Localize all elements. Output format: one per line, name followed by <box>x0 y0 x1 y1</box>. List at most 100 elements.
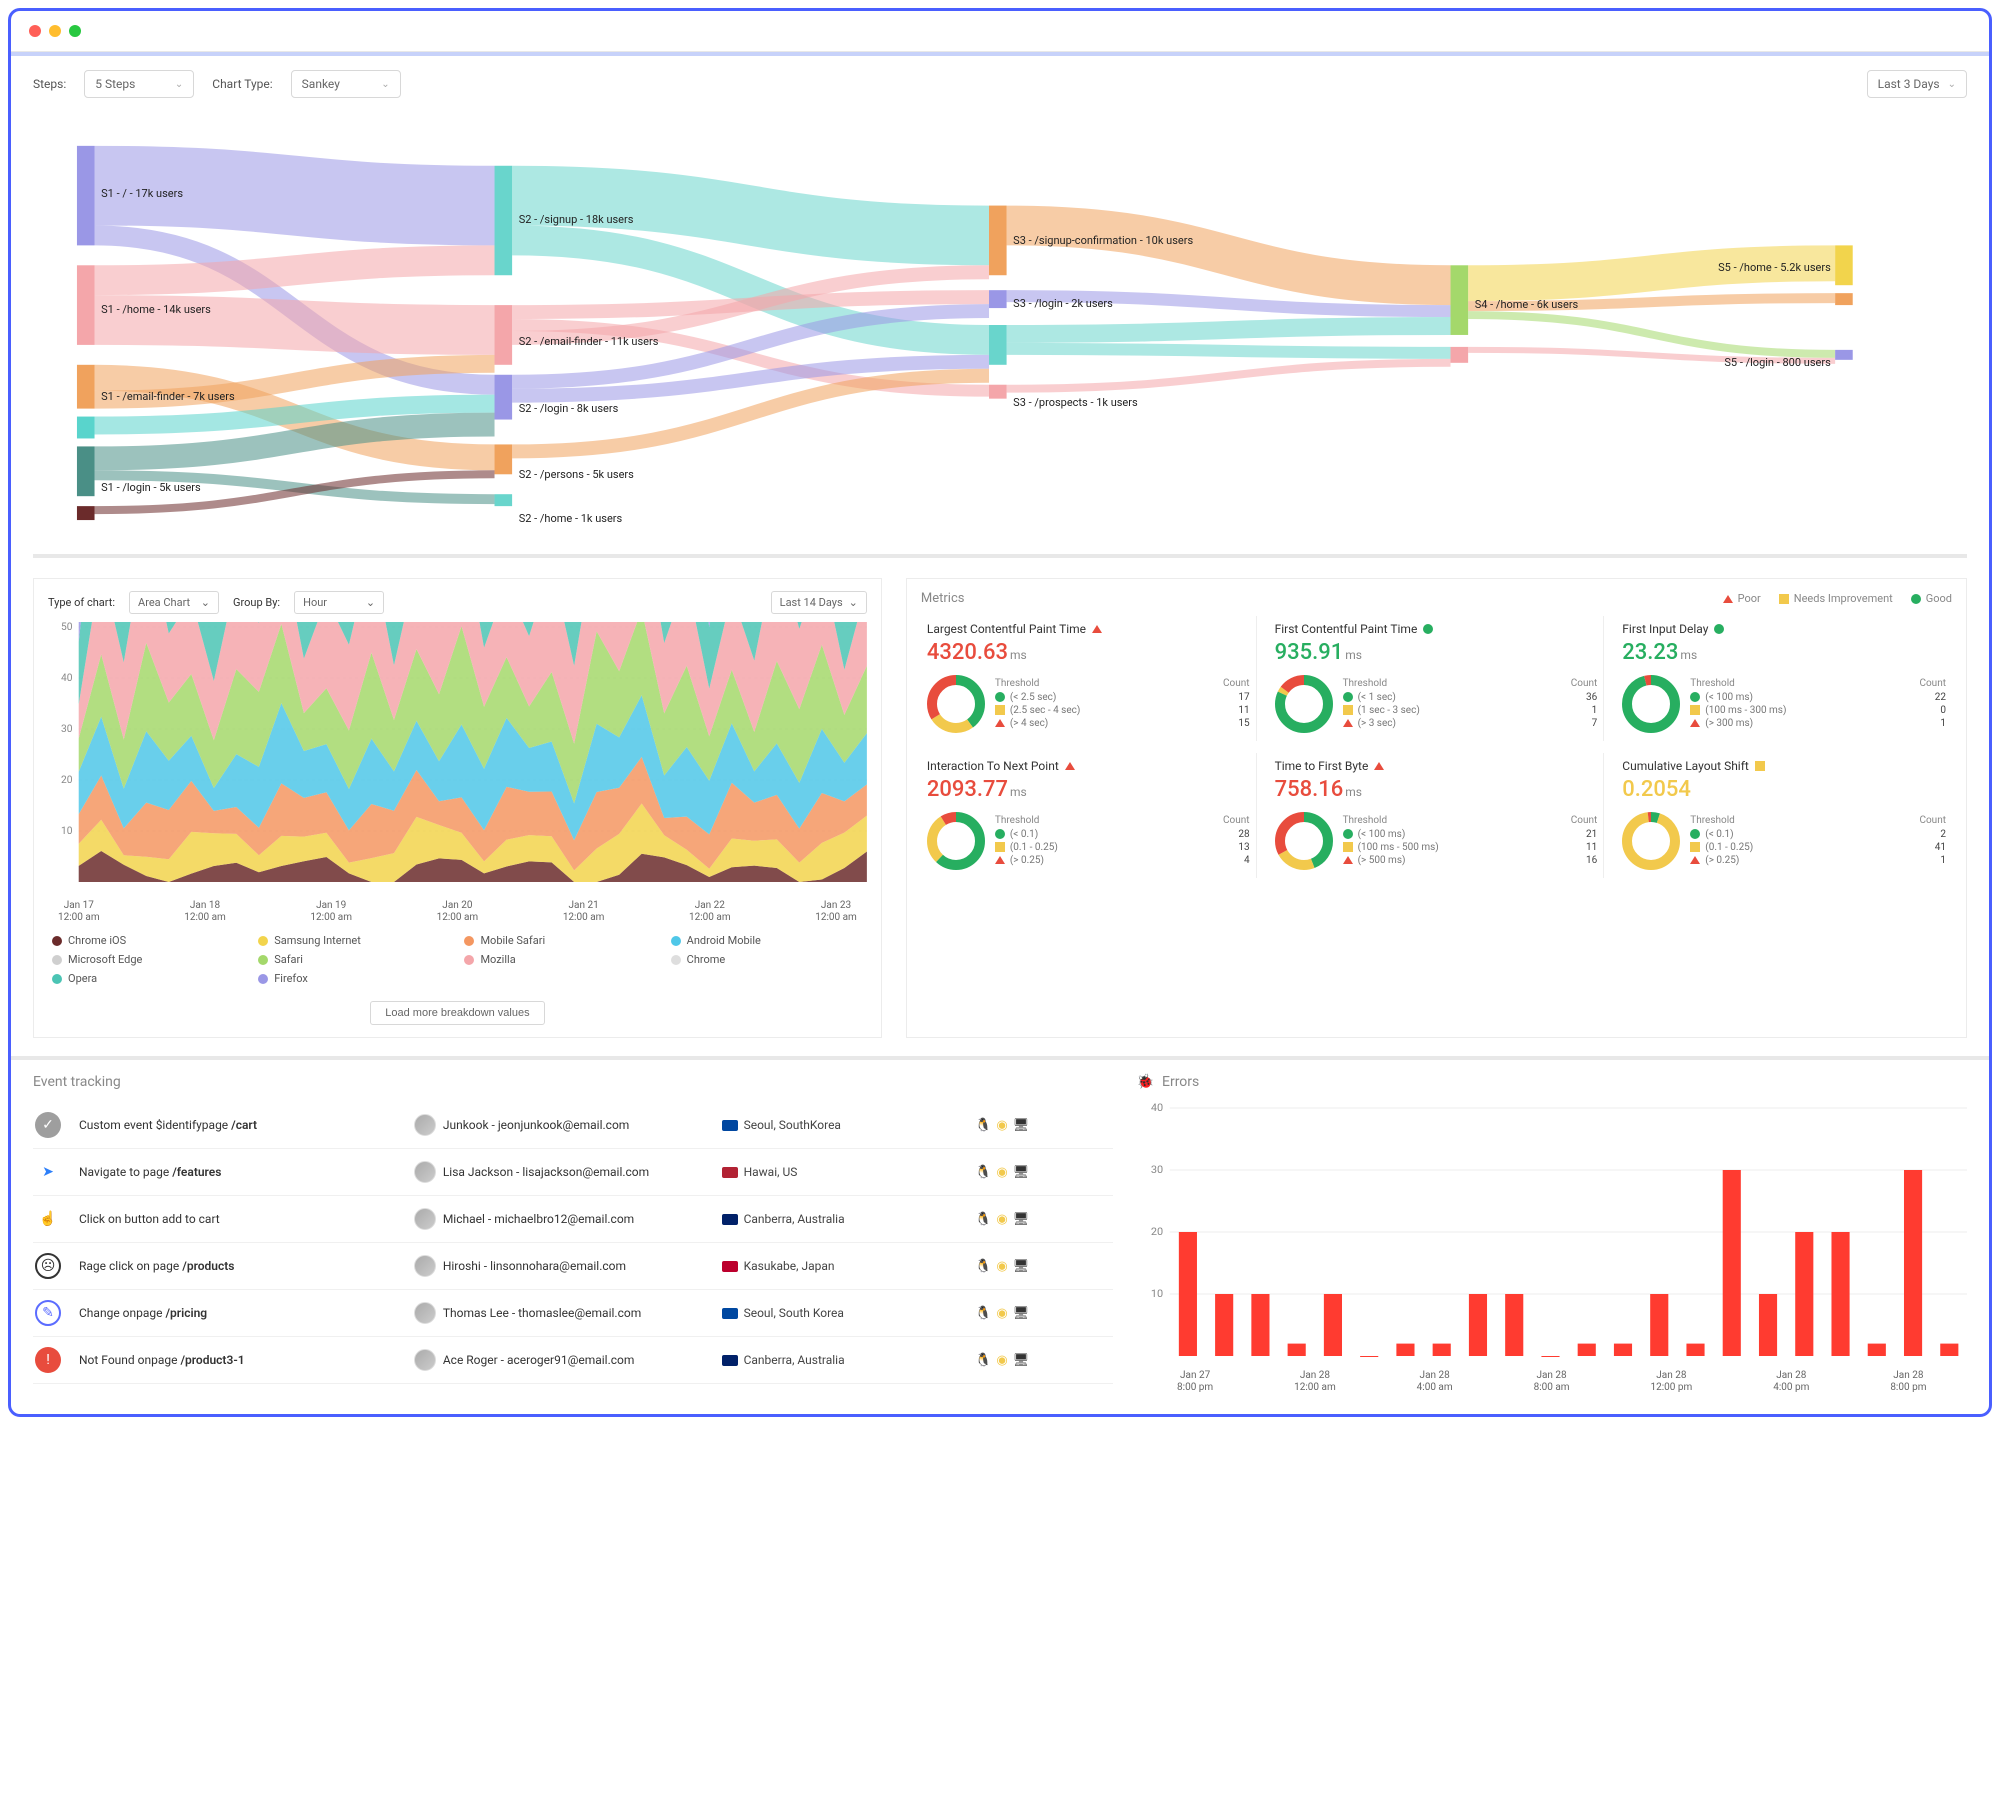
svg-text:50: 50 <box>61 622 73 633</box>
legend-item[interactable]: Chrome iOS <box>52 934 244 947</box>
sankey-node-label: S2 - /login - 8k users <box>519 402 619 415</box>
event-text: Not Found onpage /product3-1 <box>79 1353 404 1367</box>
daterange-select[interactable]: Last 3 Days ⌄ <box>1867 70 1967 98</box>
linux-icon: 🐧 <box>975 1259 991 1274</box>
metric-card: First Input Delay 23.23ms ThresholdCount… <box>1616 616 1952 741</box>
legend-swatch <box>258 955 268 965</box>
metric-card: Cumulative Layout Shift 0.2054 Threshold… <box>1616 753 1952 878</box>
desktop-icon: 🖥 <box>1013 1212 1030 1227</box>
legend-item[interactable]: Samsung Internet <box>258 934 450 947</box>
event-platform-icons: 🐧◉🖥 <box>975 1212 1110 1227</box>
event-user: Junkook - jeonjunkook@email.com <box>414 1114 712 1136</box>
event-row[interactable]: ✓ Custom event $identifypage /cart Junko… <box>33 1102 1113 1149</box>
event-icon: ☝ <box>35 1206 61 1232</box>
legend-swatch <box>52 955 62 965</box>
event-text: Click on button add to cart <box>79 1212 404 1226</box>
event-location: Canberra, Australia <box>722 1212 966 1226</box>
legend-item[interactable]: Mobile Safari <box>464 934 656 947</box>
event-location: Hawai, US <box>722 1165 966 1179</box>
chrome-icon: ◉ <box>996 1165 1007 1180</box>
event-row[interactable]: ☹ Rage click on page /products Hiroshi -… <box>33 1243 1113 1290</box>
event-location: Canberra, Australia <box>722 1353 966 1367</box>
svg-text:40: 40 <box>1150 1102 1162 1114</box>
sankey-node-label: S4 - /home - 6k users <box>1475 298 1579 311</box>
sankey-node-label: S3 - /login - 2k users <box>1013 297 1113 310</box>
sankey-node-label: S3 - /prospects - 1k users <box>1013 396 1138 409</box>
event-platform-icons: 🐧◉🖥 <box>975 1259 1110 1274</box>
sankey-controls: Steps: 5 Steps ⌄ Chart Type: Sankey ⌄ La… <box>11 52 1989 108</box>
desktop-icon: 🖥 <box>1013 1306 1030 1321</box>
legend-swatch <box>52 936 62 946</box>
event-row[interactable]: ! Not Found onpage /product3-1 Ace Roger… <box>33 1337 1113 1384</box>
maximize-icon[interactable] <box>69 25 81 37</box>
legend-item[interactable]: Mozilla <box>464 953 656 966</box>
area-xlabel: Jan 1812:00 am <box>184 900 226 924</box>
legend-item[interactable]: Chrome <box>671 953 863 966</box>
sankey-node-label: S3 - /signup-confirmation - 10k users <box>1013 234 1193 247</box>
warn-icon <box>1779 594 1789 604</box>
svg-text:30: 30 <box>1150 1163 1162 1175</box>
desktop-icon: 🖥 <box>1013 1118 1030 1133</box>
event-user: Hiroshi - linsonnohara@email.com <box>414 1255 712 1277</box>
desktop-icon: 🖥 <box>1013 1259 1030 1274</box>
legend-item[interactable]: Opera <box>52 972 244 985</box>
errors-xlabel: Jan 288:00 am <box>1534 1370 1570 1394</box>
chart-type-select[interactable]: Sankey ⌄ <box>291 70 401 98</box>
flag-icon <box>722 1214 738 1225</box>
chrome-icon: ◉ <box>996 1306 1007 1321</box>
legend-item[interactable]: Firefox <box>258 972 450 985</box>
area-group-select[interactable]: Hour⌄ <box>294 591 384 614</box>
area-panel: Type of chart: Area Chart⌄ Group By: Hou… <box>33 578 882 1038</box>
close-icon[interactable] <box>29 25 41 37</box>
legend-item[interactable]: Safari <box>258 953 450 966</box>
events-title: Event tracking <box>33 1074 1113 1090</box>
avatar <box>414 1349 436 1371</box>
event-row[interactable]: ☝ Click on button add to cart Michael - … <box>33 1196 1113 1243</box>
sankey-node-label: S2 - /email-finder - 11k users <box>519 335 659 348</box>
legend-swatch <box>52 974 62 984</box>
metric-card: First Contentful Paint Time 935.91ms Thr… <box>1269 616 1605 741</box>
chevron-down-icon: ⌄ <box>201 596 210 609</box>
metrics-title: Metrics <box>921 591 965 606</box>
app-window: Steps: 5 Steps ⌄ Chart Type: Sankey ⌄ La… <box>8 8 1992 1417</box>
avatar <box>414 1208 436 1230</box>
area-xlabel: Jan 2312:00 am <box>815 900 857 924</box>
legend-swatch <box>464 936 474 946</box>
linux-icon: 🐧 <box>975 1353 991 1368</box>
metric-card: Time to First Byte 758.16ms ThresholdCou… <box>1269 753 1605 878</box>
avatar <box>414 1302 436 1324</box>
legend-item[interactable]: Android Mobile <box>671 934 863 947</box>
flag-icon <box>722 1261 738 1272</box>
steps-label: Steps: <box>33 77 66 91</box>
svg-text:10: 10 <box>1150 1287 1162 1299</box>
poor-icon <box>1723 595 1733 603</box>
sankey-chart: S1 - / - 17k usersS1 - /home - 14k users… <box>33 108 1967 558</box>
sankey-node-label: S5 - /login - 800 users <box>1724 356 1830 369</box>
sankey-node-label: S1 - / - 17k users <box>101 187 183 200</box>
event-row[interactable]: ➤ Navigate to page /features Lisa Jackso… <box>33 1149 1113 1196</box>
errors-chart: 40302010 <box>1137 1102 1967 1362</box>
linux-icon: 🐧 <box>975 1165 991 1180</box>
event-user: Ace Roger - aceroger91@email.com <box>414 1349 712 1371</box>
area-range-select[interactable]: Last 14 Days⌄ <box>771 591 867 614</box>
area-legend: Chrome iOS Samsung Internet Mobile Safari A… <box>48 924 867 995</box>
area-xlabel: Jan 2112:00 am <box>563 900 605 924</box>
minimize-icon[interactable] <box>49 25 61 37</box>
errors-xlabel: Jan 288:00 pm <box>1890 1370 1926 1394</box>
bug-icon: 🐞 <box>1137 1074 1154 1090</box>
event-text: Navigate to page /features <box>79 1165 404 1179</box>
legend-item[interactable]: Microsoft Edge <box>52 953 244 966</box>
load-more-button[interactable]: Load more breakdown values <box>370 1001 544 1025</box>
steps-select[interactable]: 5 Steps ⌄ <box>84 70 194 98</box>
event-text: Rage click on page /products <box>79 1259 404 1273</box>
linux-icon: 🐧 <box>975 1212 991 1227</box>
area-xlabel: Jan 1912:00 am <box>310 900 352 924</box>
area-type-select[interactable]: Area Chart⌄ <box>129 591 219 614</box>
sankey-node-label: S1 - /email-finder - 7k users <box>101 390 235 403</box>
chart-type-value: Sankey <box>302 77 340 91</box>
errors-xlabel: Jan 2812:00 am <box>1294 1370 1336 1394</box>
event-row[interactable]: ✎ Change onpage /pricing Thomas Lee - th… <box>33 1290 1113 1337</box>
svg-text:40: 40 <box>61 673 73 684</box>
events-panel: Event tracking ✓ Custom event $identifyp… <box>33 1060 1113 1394</box>
flag-icon <box>722 1120 738 1131</box>
